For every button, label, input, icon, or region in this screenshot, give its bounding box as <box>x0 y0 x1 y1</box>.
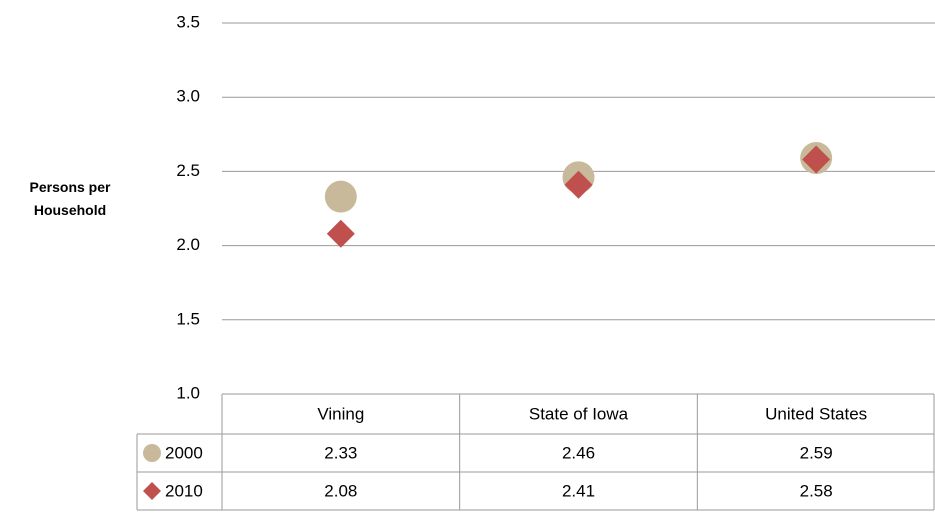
x-category-label: Vining <box>317 404 364 423</box>
table-value: 2.46 <box>562 443 595 462</box>
legend-label: 2010 <box>165 481 203 500</box>
table-value: 2.33 <box>324 443 357 462</box>
y-tick-label: 2.5 <box>176 161 200 180</box>
table-value: 2.58 <box>800 481 833 500</box>
y-tick-label: 1.0 <box>176 383 200 402</box>
y-tick-label: 3.5 <box>176 12 200 31</box>
legend-label: 2000 <box>165 443 203 462</box>
data-point <box>326 219 355 248</box>
y-tick-label: 2.0 <box>176 235 200 254</box>
legend-marker <box>143 482 161 500</box>
x-category-label: United States <box>765 404 867 423</box>
x-category-label: State of Iowa <box>529 404 629 423</box>
data-point <box>324 180 357 213</box>
y-axis-label: Persons per Household <box>29 179 111 218</box>
data-point <box>802 145 831 174</box>
data-point <box>564 170 593 199</box>
legend-marker <box>143 444 161 462</box>
y-tick-label: 3.0 <box>176 87 200 106</box>
table-value: 2.41 <box>562 481 595 500</box>
table-value: 2.08 <box>324 481 357 500</box>
y-tick-label: 1.5 <box>176 309 200 328</box>
table-value: 2.59 <box>800 443 833 462</box>
